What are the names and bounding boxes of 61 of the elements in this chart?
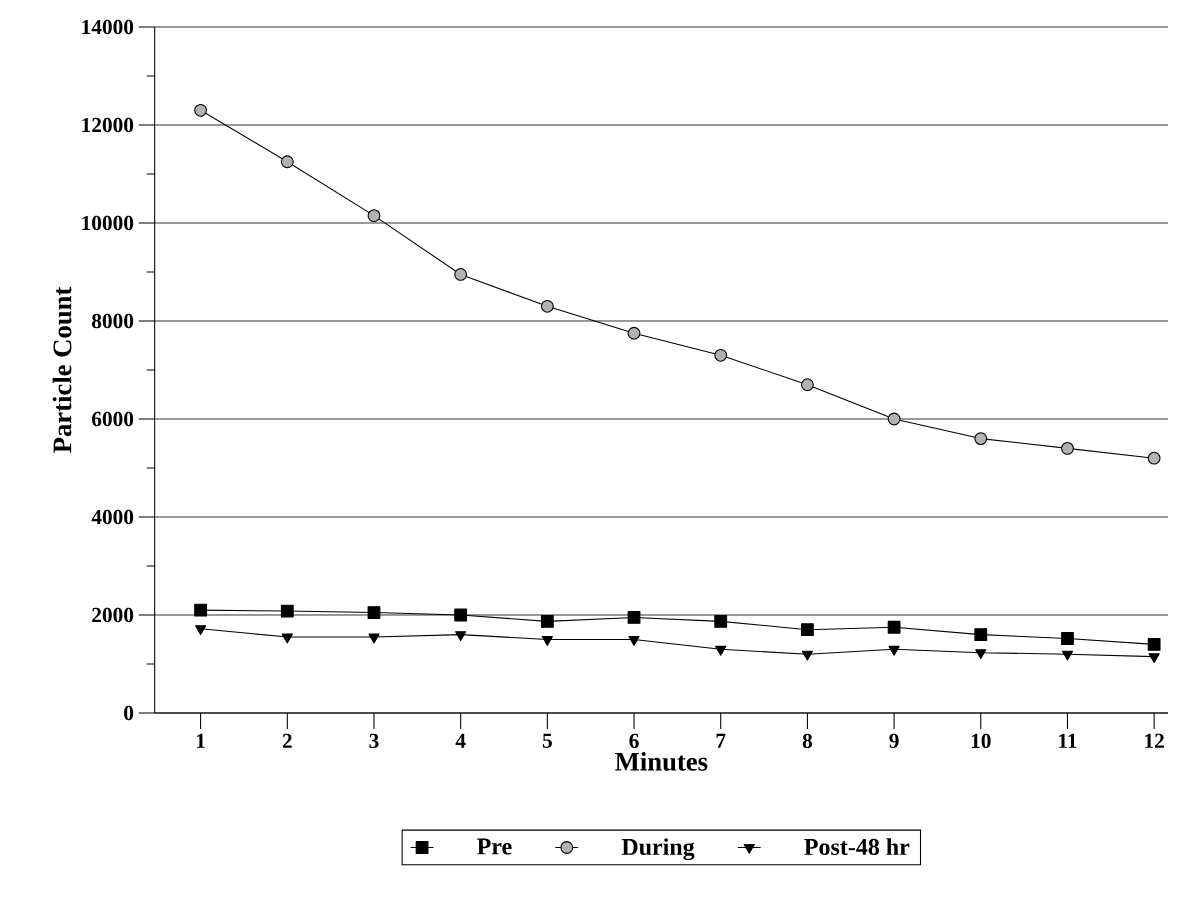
point [715,645,727,656]
x-tick-label: 3 [369,733,379,749]
x-axis-title: Minutes [615,751,708,771]
point [1147,637,1161,651]
y-tick-label: 10000 [82,215,134,231]
x-tick-label: 6 [629,733,639,749]
point [975,649,987,660]
point [800,623,814,637]
legend-label: Post-48 hr [804,838,910,856]
legend-label: During [621,838,695,861]
y-tick-label: 6000 [92,411,134,427]
point [540,614,554,628]
x-tick-label: 8 [802,733,813,749]
legend-label: Pre [477,838,512,855]
point [627,611,641,624]
point [455,631,467,642]
x-tick-label: 2 [282,733,292,748]
point [1147,451,1161,465]
y-tick-label: 14000 [82,19,134,35]
point [801,650,814,661]
y-axis-title: Particle Count [52,286,72,453]
x-tick-label: 5 [542,733,552,748]
point [280,604,294,618]
y-tick-label: 0 [124,705,134,721]
point [367,209,381,223]
x-tick-label: 11 [1059,733,1077,748]
point [194,603,208,617]
x-tick-label: 1 [196,733,205,748]
point [194,625,207,636]
y-tick-label: 12000 [82,117,134,133]
y-tick-label: 2000 [92,607,134,623]
point [628,636,640,646]
point [541,636,553,646]
y-tick-label: 8000 [92,313,134,329]
point [368,633,380,644]
y-tick-label: 4000 [91,509,134,525]
point [1061,650,1074,661]
point [887,412,901,426]
point [454,608,468,622]
point [714,614,728,628]
x-tick-label: 4 [455,733,466,748]
point [1148,653,1160,664]
point [974,432,988,446]
point [974,628,988,642]
x-tick-label: 10 [971,733,991,749]
point [280,155,294,169]
point [714,348,728,362]
point [281,633,293,644]
point [800,378,814,392]
x-tick-label: 12 [1145,733,1164,748]
point [888,645,900,656]
point [540,299,554,313]
point [887,620,901,634]
point [627,326,641,340]
x-tick-label: 9 [889,733,899,749]
point [367,606,381,619]
point [454,268,468,281]
x-tick-label: 7 [716,733,726,748]
point [194,103,208,117]
point [1061,632,1074,645]
point [1061,441,1074,455]
